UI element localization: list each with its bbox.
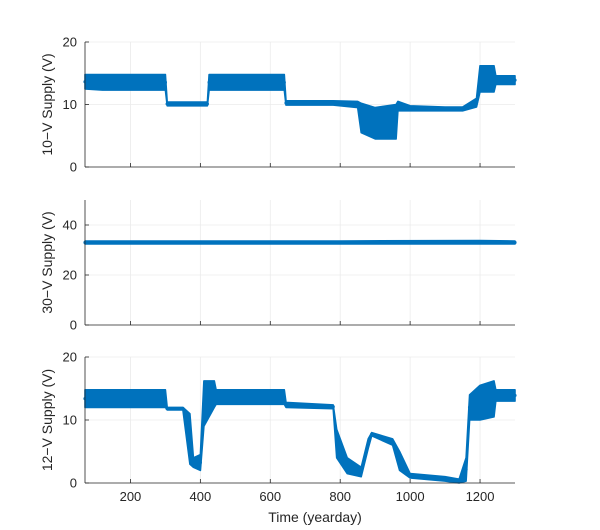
data-point [345,464,349,468]
data-point [396,104,400,108]
data-point [207,80,211,84]
x-tick-label: 200 [120,489,142,504]
y-tick-label: 0 [70,318,77,333]
data-point [443,477,447,481]
data-point [494,78,498,82]
x-axis-label: Time (yearday) [268,509,362,525]
data-point [198,240,202,245]
data-band [84,65,516,140]
data-point [331,405,335,409]
data-point [284,403,288,407]
data-point [331,101,335,105]
data-point [478,401,482,405]
data-point [163,80,168,84]
data-point [181,407,185,411]
data-band [84,239,516,245]
data-point [443,107,447,111]
data-point [478,77,482,81]
data-point [460,107,465,111]
data-point [513,240,517,245]
y-tick-label: 20 [63,268,77,283]
data-point [408,474,412,478]
data-point [391,440,395,444]
data-point [212,392,216,396]
data-point [163,396,168,401]
x-tick-label: 400 [190,489,212,504]
data-point [492,397,496,401]
x-tick-label: 1000 [396,489,425,504]
panel-3: 200 400 600 800 1000 1200 0 10 20 12−V Supply (V)… [39,350,517,525]
data-point [494,393,498,398]
data-point [335,442,339,446]
y-tick-label: 10 [63,413,77,428]
y-tick-label: 20 [63,35,77,50]
data-point [474,101,479,105]
data-point [370,432,374,436]
data-point [282,80,286,84]
y-axis-label: 10−V Supply (V) [39,53,55,155]
x-tick-label: 800 [329,489,351,504]
y-tick-label: 0 [70,476,77,491]
data-point [214,395,218,399]
data-point [100,80,105,84]
data-point [513,393,517,398]
y-tick-label: 0 [70,160,77,175]
data-point [394,120,398,124]
data-point [191,460,195,465]
data-point [359,470,363,474]
data-point [464,467,468,472]
data-point [198,460,202,465]
data-point [366,442,370,446]
data-point [457,479,461,483]
data-point [356,102,360,107]
data-point [359,116,363,120]
y-tick-label: 40 [63,218,77,233]
x-tick-label: 600 [259,489,281,504]
data-point [188,437,192,441]
data-point [284,101,288,105]
data-point [338,240,342,245]
y-axis-label: 12−V Supply (V) [39,369,55,471]
data-point [282,395,286,399]
data-point [467,405,472,409]
data-point [478,240,482,244]
data-point [398,459,402,463]
y-tick-label: 10 [63,97,77,112]
x-tick-label: 1200 [466,489,495,504]
data-point [165,102,169,106]
y-tick-label: 20 [63,350,77,365]
panel-2: 0 20 40 30−V Supply (V) [39,200,517,333]
data-point [202,402,206,406]
data-point [205,102,209,106]
data-point [513,78,517,82]
data-band [84,380,516,484]
panel-1: 0 10 20 10−V Supply (V) [39,35,517,175]
data-point [408,106,412,110]
data-point [165,407,169,411]
y-axis-label: 30−V Supply (V) [39,211,55,313]
data-point [373,121,377,125]
